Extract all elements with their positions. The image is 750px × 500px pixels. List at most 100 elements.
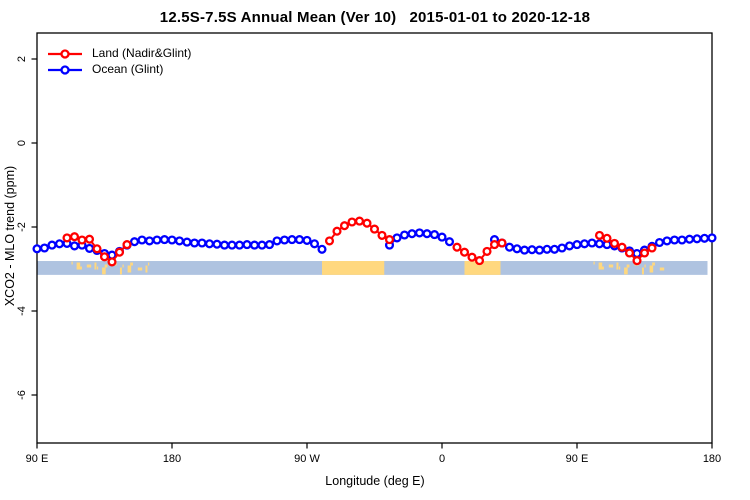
data-point <box>564 241 575 251</box>
data-point <box>467 252 477 262</box>
data-point <box>692 234 702 244</box>
legend-label-land: Land (Nadir&Glint) <box>92 46 192 60</box>
land-series-swatch-icon <box>48 48 82 59</box>
legend: Land (Nadir&Glint) Ocean (Glint) <box>46 46 191 77</box>
data-point <box>272 236 282 246</box>
y-tick-label: 2 <box>16 56 28 62</box>
x-tick-label: 180 <box>703 453 721 465</box>
data-point <box>279 235 290 245</box>
data-point <box>219 240 230 250</box>
data-point <box>527 245 537 255</box>
data-point <box>249 240 260 250</box>
data-point <box>152 235 162 245</box>
data-point <box>557 243 567 253</box>
data-point <box>212 239 222 249</box>
data-point <box>84 234 95 244</box>
data-point <box>512 244 522 254</box>
data-point <box>309 239 320 249</box>
data-point <box>332 226 342 236</box>
data-point <box>189 238 200 248</box>
y-tick-label: 0 <box>16 140 28 146</box>
data-point <box>77 235 87 245</box>
data-point <box>602 233 612 243</box>
data-point <box>69 241 80 251</box>
data-point <box>684 234 695 244</box>
y-tick-label: -2 <box>16 222 28 232</box>
data-point <box>617 242 627 252</box>
data-point <box>707 233 717 243</box>
data-point <box>302 235 312 245</box>
data-point <box>504 242 515 252</box>
data-point <box>414 228 425 238</box>
data-point <box>384 235 395 245</box>
data-point <box>677 235 687 245</box>
x-tick-label: 90 E <box>26 453 49 465</box>
data-point <box>377 230 387 240</box>
data-point <box>204 239 215 249</box>
data-point <box>54 239 65 249</box>
data-point <box>587 238 597 248</box>
data-point <box>437 232 447 242</box>
data-point <box>69 232 80 242</box>
data-point <box>47 240 57 250</box>
x-tick-label: 90 E <box>566 453 589 465</box>
x-tick-label: 180 <box>163 453 181 465</box>
data-point <box>632 248 642 259</box>
data-point <box>227 240 237 250</box>
data-point <box>257 240 267 250</box>
data-point <box>407 229 417 239</box>
chart-title: 12.5S-7.5S Annual Mean (Ver 10) 2015-01-… <box>159 9 591 26</box>
data-point <box>572 240 582 250</box>
x-axis: 90 E 180 90 W 0 90 E 180 <box>26 443 721 465</box>
data-point <box>99 252 110 262</box>
data-point <box>317 244 327 254</box>
data-point <box>452 242 462 252</box>
data-point <box>662 236 672 246</box>
data-point <box>197 238 207 248</box>
legend-label-ocean: Ocean (Glint) <box>92 62 164 76</box>
data-point <box>497 238 507 248</box>
series-land <box>62 216 657 267</box>
data-point <box>647 243 657 253</box>
data-point <box>174 236 185 246</box>
data-point <box>122 240 132 250</box>
data-point <box>84 243 95 253</box>
data-point <box>609 238 620 248</box>
data-point <box>129 237 140 247</box>
y-axis-label: XCO2 - MLO trend (ppm) <box>3 165 17 307</box>
data-point <box>32 244 42 254</box>
data-point <box>347 217 357 227</box>
y-tick-label: -4 <box>16 306 28 316</box>
data-point <box>369 224 380 234</box>
data-point <box>114 247 125 257</box>
data-point <box>362 218 372 228</box>
data-point <box>474 256 485 266</box>
data-point <box>242 240 252 250</box>
data-point <box>632 256 642 266</box>
legend-item-land: Land (Nadir&Glint) <box>46 46 191 61</box>
ocean-series-swatch-icon <box>48 64 82 75</box>
x-tick-label: 90 W <box>294 453 320 465</box>
data-point <box>392 233 402 243</box>
data-point <box>594 230 605 240</box>
data-point <box>444 237 455 247</box>
x-axis-label: Longitude (deg E) <box>325 474 425 488</box>
data-point <box>429 230 440 240</box>
data-point <box>459 247 470 257</box>
data-point <box>39 243 50 253</box>
data-point <box>182 237 192 247</box>
data-point <box>519 245 530 255</box>
data-point <box>107 257 117 267</box>
x-tick-label: 0 <box>439 453 445 465</box>
data-point <box>92 244 102 254</box>
data-point <box>324 236 335 246</box>
data-point <box>294 235 305 245</box>
data-point <box>167 235 177 245</box>
data-point <box>62 233 72 243</box>
y-axis: 2 0 -2 -4 -6 <box>16 56 37 400</box>
data-point <box>482 246 492 256</box>
data-point <box>234 240 245 250</box>
data-point <box>699 233 710 243</box>
data-point <box>594 239 605 249</box>
